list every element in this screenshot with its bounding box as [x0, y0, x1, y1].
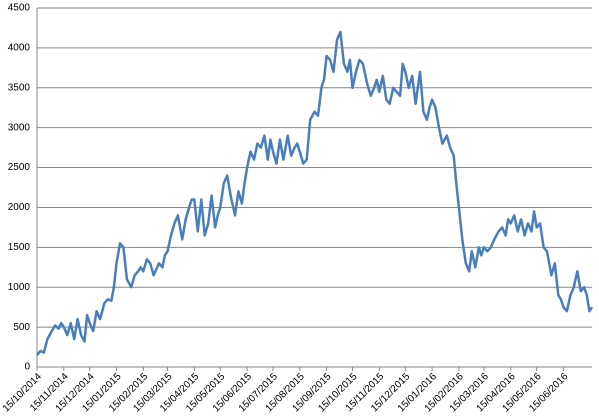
y-tick-label: 4000 — [8, 43, 31, 54]
y-tick-label: 500 — [13, 322, 30, 333]
y-tick-label: 4500 — [8, 3, 31, 14]
y-tick-label: 1500 — [8, 242, 31, 253]
y-tick-label: 3000 — [8, 122, 31, 133]
y-tick-label: 1000 — [8, 282, 31, 293]
y-tick-label: 0 — [24, 362, 30, 373]
y-tick-label: 3500 — [8, 82, 31, 93]
data-line — [36, 30, 594, 356]
y-tick-label: 2000 — [8, 202, 31, 213]
y-tick-label: 2500 — [8, 162, 31, 173]
